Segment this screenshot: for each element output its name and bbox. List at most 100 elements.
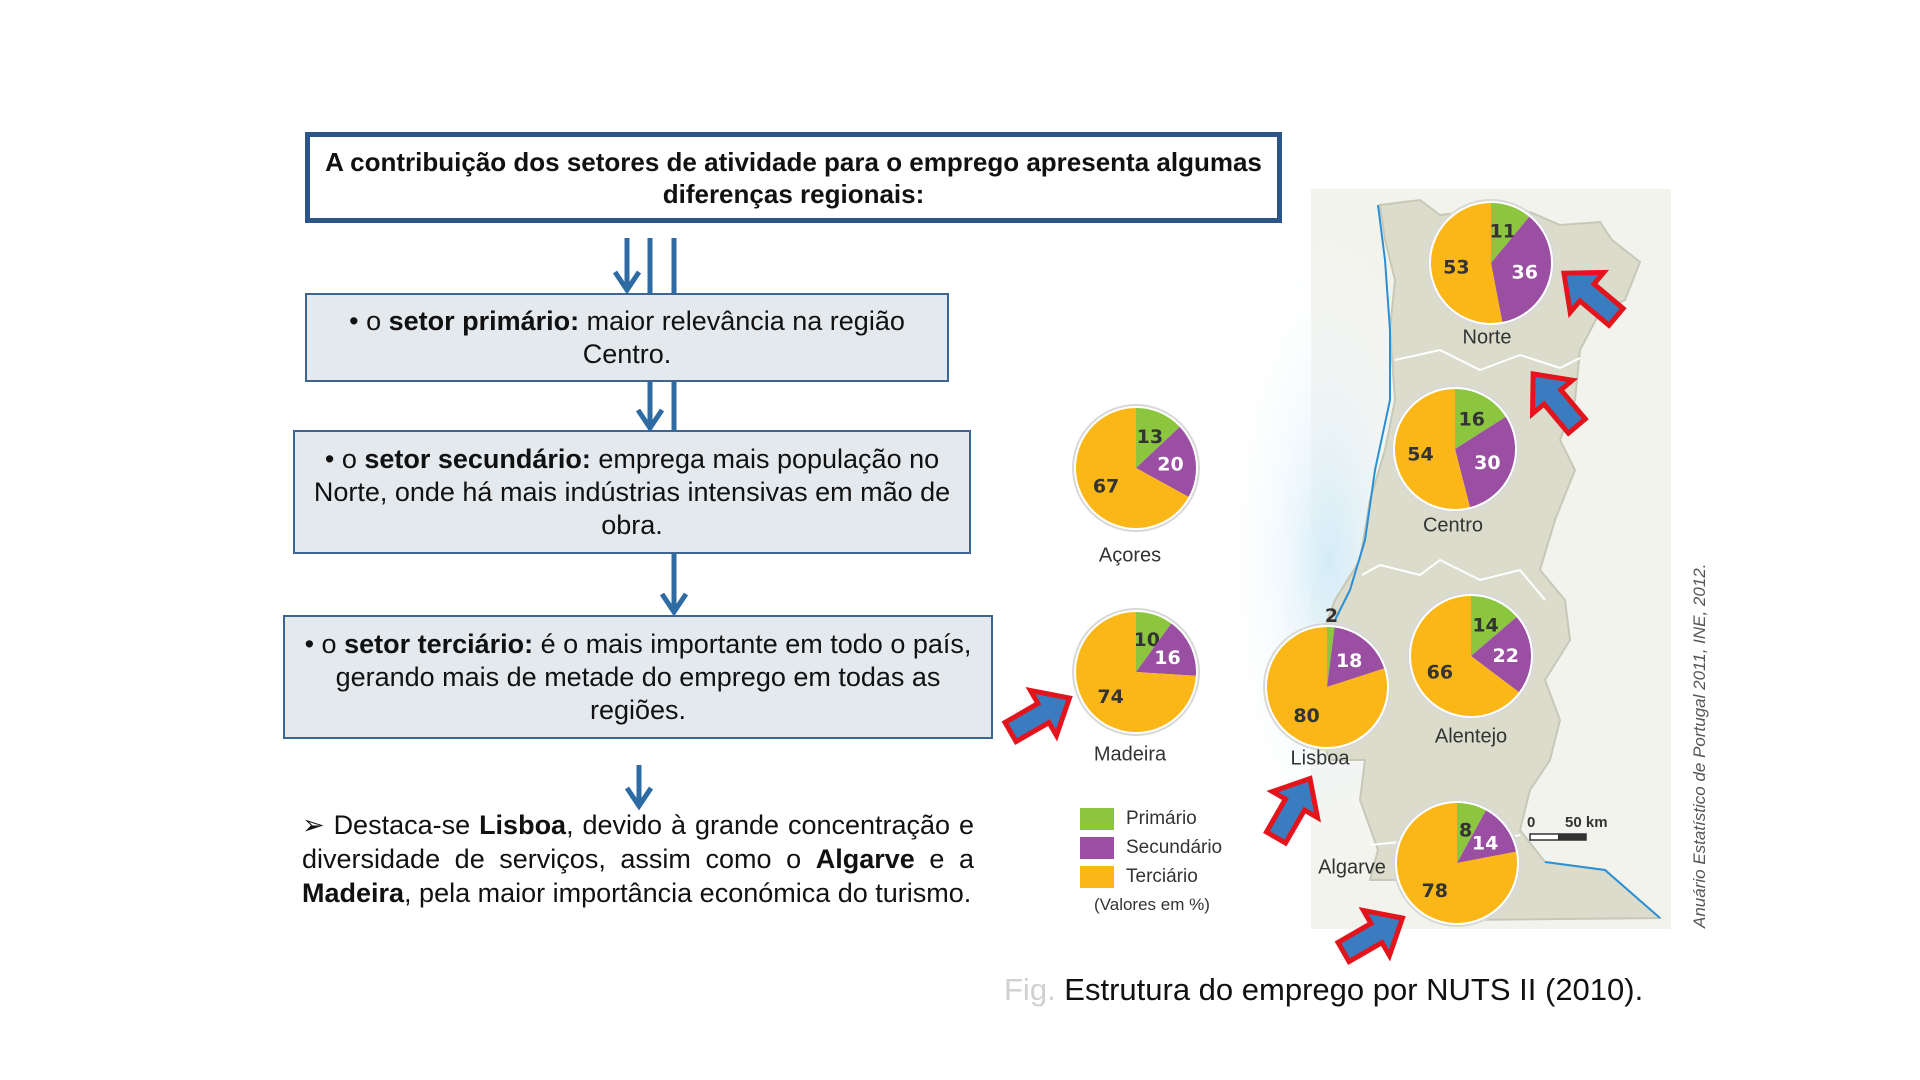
pie-slice-primario bbox=[1136, 612, 1172, 672]
pie-slice-primario bbox=[1471, 596, 1517, 656]
text: , pela maior importância económica do tu… bbox=[404, 878, 972, 908]
pie-slice-secundario bbox=[1457, 810, 1516, 863]
region-label-madeira: Madeira bbox=[1093, 743, 1167, 766]
pie-norte: 11 36 53 bbox=[1427, 199, 1555, 327]
pie-slice-terciario bbox=[1410, 596, 1519, 717]
highlight-arrow-icon bbox=[1001, 686, 1073, 745]
pie-slice-terciario bbox=[1267, 627, 1388, 748]
pie-centro: 16 30 54 bbox=[1391, 385, 1519, 513]
pie-value-label: 11 bbox=[1490, 220, 1516, 242]
down-arrow-icon bbox=[612, 238, 642, 295]
figure-caption: Fig. Estrutura do emprego por NUTS II (2… bbox=[1004, 972, 1643, 1008]
pie-slice-primario bbox=[1491, 203, 1530, 263]
region-label-algarve: Algarve bbox=[1318, 856, 1386, 879]
pie-value-label: 74 bbox=[1097, 686, 1123, 708]
highlight-arrow-icon bbox=[1529, 371, 1589, 437]
pie-algarve: 814 78 bbox=[1393, 799, 1521, 927]
legend-item-terciario: Terciário bbox=[1080, 862, 1222, 891]
pie-slice-terciario bbox=[1075, 612, 1196, 733]
sector-label: setor primário: bbox=[388, 305, 580, 336]
sector-label: setor terciário: bbox=[344, 628, 534, 659]
region-label-lisboa: Lisboa bbox=[1290, 747, 1350, 770]
pie-slice-secundario bbox=[1471, 616, 1531, 693]
pie-slice-terciario bbox=[1431, 203, 1503, 323]
pie-value-label: 10 bbox=[1134, 629, 1160, 651]
pie-value-label: 8 bbox=[1459, 819, 1472, 841]
bullet: • o bbox=[304, 628, 345, 659]
down-arrow-icon bbox=[624, 765, 654, 811]
pie-slice-primario bbox=[1455, 389, 1506, 449]
legend-swatch bbox=[1080, 836, 1114, 859]
pie-slice-secundario bbox=[1491, 216, 1552, 322]
sector-description: maior relevância na região Centro. bbox=[579, 305, 905, 369]
pie-value-label: 2 bbox=[1325, 605, 1338, 627]
source-note: Anuário Estatístico de Portugal 2011, IN… bbox=[1690, 563, 1709, 928]
pie-lisboa: 2 18 80 bbox=[1263, 605, 1391, 751]
scale-label: 50 km bbox=[1565, 814, 1608, 831]
legend-label: Primário bbox=[1126, 807, 1197, 829]
region-label-centro: Centro bbox=[1422, 514, 1484, 537]
pie-value-label: 13 bbox=[1137, 426, 1163, 448]
highlight-arrow-icon bbox=[1263, 775, 1322, 847]
pie-acores: 13 20 67 bbox=[1072, 404, 1200, 532]
pie-value-label: 22 bbox=[1493, 645, 1519, 667]
highlight-madeira: Madeira bbox=[302, 878, 405, 908]
pie-alentejo: 14 22 66 bbox=[1407, 592, 1535, 720]
pie-slice-secundario bbox=[1455, 416, 1515, 508]
highlight-arrow-icon bbox=[1561, 269, 1627, 329]
pie-value-label: 54 bbox=[1407, 443, 1433, 465]
sector-label: setor secundário: bbox=[364, 443, 591, 474]
box-primary-text: • o setor primário: maior relevância na … bbox=[321, 305, 933, 371]
text: e a bbox=[914, 844, 974, 874]
legend: Primário Secundário Terciário (Valores e… bbox=[1080, 804, 1222, 915]
text: Destaca-se bbox=[333, 810, 480, 840]
legend-swatch bbox=[1080, 865, 1114, 888]
down-arrow-icon bbox=[659, 554, 689, 617]
pie-slice-primario bbox=[1457, 803, 1486, 863]
conclusion-text: ➢ Destaca-se Lisboa, devido à grande con… bbox=[302, 808, 974, 910]
region-label-alentejo: Alentejo bbox=[1434, 725, 1508, 748]
scale-bar bbox=[1529, 833, 1587, 841]
pie-value-label: 14 bbox=[1472, 614, 1498, 636]
legend-item-primario: Primário bbox=[1080, 804, 1222, 833]
flow-arrows bbox=[612, 238, 689, 811]
pie-value-label: 20 bbox=[1157, 454, 1183, 476]
caption-prefix: Fig. bbox=[1004, 972, 1056, 1007]
pie-value-label: 30 bbox=[1474, 452, 1500, 474]
legend-label: Secundário bbox=[1126, 836, 1223, 858]
pie-slice-terciario bbox=[1075, 408, 1189, 528]
pie-slice-primario bbox=[1327, 627, 1335, 687]
arrow-bullet-icon: ➢ bbox=[302, 810, 334, 840]
box-tertiary-text: • o setor terciário: é o mais importante… bbox=[299, 628, 977, 727]
bullet: • o bbox=[324, 443, 365, 474]
pie-slice-primario bbox=[1136, 408, 1180, 468]
text: , devido à grande concentração e diversi… bbox=[302, 810, 975, 874]
legend-note: (Valores em %) bbox=[1094, 895, 1210, 914]
box-tertiary-sector: • o setor terciário: é o mais importante… bbox=[283, 615, 993, 739]
pie-value-label: 36 bbox=[1511, 262, 1537, 284]
sector-description: emprega mais população no Norte, onde há… bbox=[313, 443, 951, 540]
highlight-lisboa: Lisboa bbox=[479, 810, 567, 840]
scale-zero: 0 bbox=[1527, 814, 1536, 831]
pie-value-label: 14 bbox=[1472, 833, 1498, 855]
sector-description: é o mais importante em todo o país, gera… bbox=[335, 628, 972, 725]
region-label-acores: Açores bbox=[1098, 544, 1162, 567]
pie-slice-secundario bbox=[1327, 627, 1385, 687]
pie-value-label: 78 bbox=[1422, 880, 1448, 902]
box-secondary-text: • o setor secundário: emprega mais popul… bbox=[309, 443, 955, 542]
legend-swatch bbox=[1080, 807, 1114, 830]
pie-value-label: 16 bbox=[1154, 647, 1180, 669]
down-arrow-icon bbox=[635, 382, 665, 433]
region-label-norte: Norte bbox=[1462, 326, 1512, 349]
highlight-algarve: Algarve bbox=[815, 844, 915, 874]
highlight-arrows bbox=[1001, 269, 1627, 965]
box-secondary-sector: • o setor secundário: emprega mais popul… bbox=[293, 430, 971, 554]
pie-value-label: 66 bbox=[1427, 662, 1453, 684]
pie-value-label: 16 bbox=[1459, 409, 1485, 431]
title-text: A contribuição dos setores de atividade … bbox=[325, 146, 1262, 209]
pie-slice-terciario bbox=[1397, 803, 1517, 924]
pie-value-label: 18 bbox=[1336, 650, 1362, 672]
highlight-arrow-icon bbox=[1334, 906, 1406, 965]
